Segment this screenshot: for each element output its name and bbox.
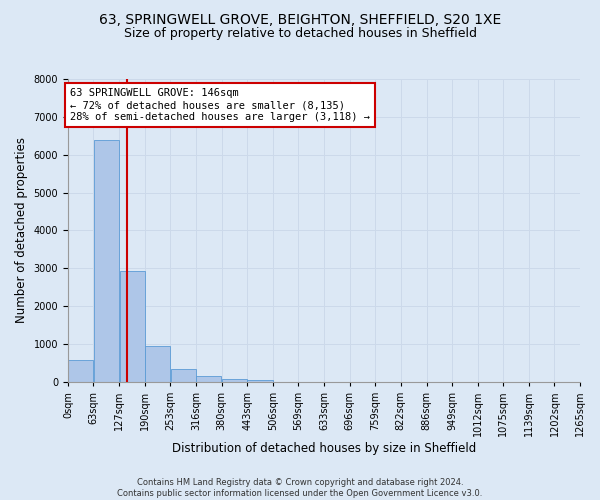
Y-axis label: Number of detached properties: Number of detached properties — [15, 138, 28, 324]
X-axis label: Distribution of detached houses by size in Sheffield: Distribution of detached houses by size … — [172, 442, 476, 455]
Bar — [94, 140, 119, 382]
Bar — [222, 378, 247, 382]
Text: 63 SPRINGWELL GROVE: 146sqm
← 72% of detached houses are smaller (8,135)
28% of : 63 SPRINGWELL GROVE: 146sqm ← 72% of det… — [70, 88, 370, 122]
Text: Size of property relative to detached houses in Sheffield: Size of property relative to detached ho… — [124, 28, 476, 40]
Bar — [68, 360, 93, 382]
Bar — [170, 368, 196, 382]
Text: 63, SPRINGWELL GROVE, BEIGHTON, SHEFFIELD, S20 1XE: 63, SPRINGWELL GROVE, BEIGHTON, SHEFFIEL… — [99, 12, 501, 26]
Bar — [247, 380, 272, 382]
Bar — [196, 376, 221, 382]
Text: Contains HM Land Registry data © Crown copyright and database right 2024.
Contai: Contains HM Land Registry data © Crown c… — [118, 478, 482, 498]
Bar — [145, 346, 170, 382]
Bar — [119, 272, 145, 382]
